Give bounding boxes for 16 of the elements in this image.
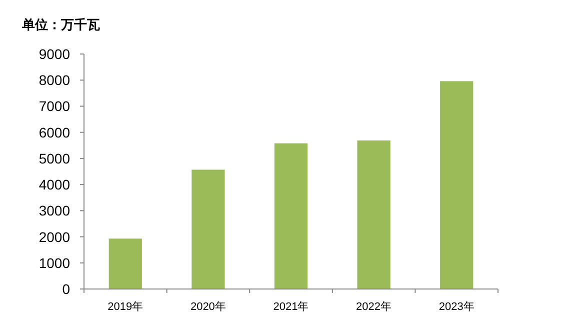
x-tick-label: 2022年 (356, 301, 392, 313)
y-tick-label: 1000 (38, 254, 70, 271)
x-tick-label: 2023年 (438, 301, 474, 313)
y-tick-label: 4000 (38, 176, 70, 193)
y-tick-label: 5000 (38, 150, 70, 166)
y-tick-label: 6000 (38, 124, 70, 140)
y-tick-label: 7000 (38, 98, 70, 114)
y-tick-label: 0 (62, 281, 70, 297)
y-tick-label: 2000 (38, 228, 70, 245)
y-tick-label: 8000 (38, 72, 70, 88)
x-tick-label: 2019年 (108, 301, 144, 313)
y-tick-label: 3000 (38, 202, 70, 219)
x-tick-label: 2021年 (273, 301, 309, 313)
y-axis-title: 单位：万千瓦 (21, 17, 100, 32)
x-tick-label: 2020年 (190, 301, 226, 313)
y-tick-label: 9000 (38, 46, 70, 62)
